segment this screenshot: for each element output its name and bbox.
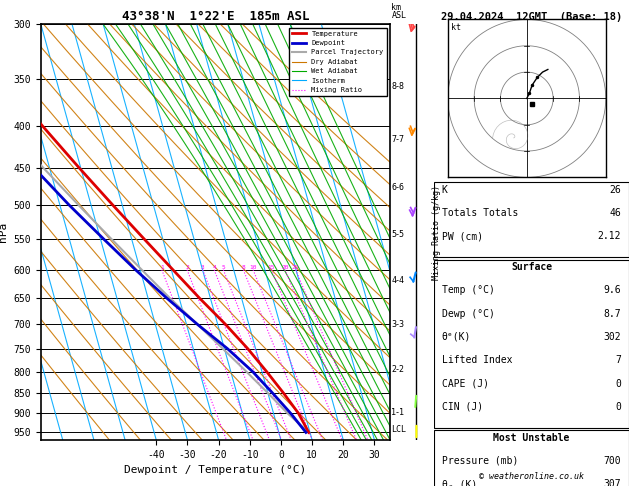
Text: 15: 15: [268, 265, 276, 270]
Text: θₑ (K): θₑ (K): [442, 479, 477, 486]
Text: 8: 8: [242, 265, 245, 270]
Text: 5: 5: [221, 265, 225, 270]
Text: 1: 1: [160, 265, 164, 270]
Text: 700: 700: [604, 456, 621, 466]
Text: 3: 3: [391, 320, 396, 329]
Text: Mixing Ratio (g/kg): Mixing Ratio (g/kg): [432, 185, 442, 279]
Text: 25: 25: [292, 265, 299, 270]
Text: 7: 7: [615, 355, 621, 365]
Text: Dewp (°C): Dewp (°C): [442, 309, 494, 319]
Text: 1: 1: [391, 408, 396, 417]
Text: -6: -6: [394, 183, 404, 192]
Text: CAPE (J): CAPE (J): [442, 379, 489, 389]
Text: 2.12: 2.12: [598, 231, 621, 242]
Text: 2: 2: [391, 365, 396, 374]
Text: 7: 7: [391, 135, 396, 144]
Text: PW (cm): PW (cm): [442, 231, 483, 242]
Text: -3: -3: [394, 320, 404, 329]
Text: km
ASL: km ASL: [391, 3, 406, 20]
Text: 307: 307: [604, 479, 621, 486]
Text: 302: 302: [604, 332, 621, 342]
Text: -5: -5: [394, 230, 404, 239]
Text: 10: 10: [249, 265, 257, 270]
Bar: [434, 260, 629, 428]
Text: 46: 46: [610, 208, 621, 218]
Text: K: K: [442, 185, 448, 195]
Text: -1: -1: [394, 408, 404, 417]
Text: -7: -7: [394, 135, 404, 144]
Text: -2: -2: [394, 365, 404, 374]
Text: Surface: Surface: [511, 262, 552, 272]
Text: Most Unstable: Most Unstable: [493, 433, 570, 443]
Text: 26: 26: [610, 185, 621, 195]
Text: Temp (°C): Temp (°C): [442, 285, 494, 295]
Text: 3: 3: [201, 265, 204, 270]
Text: CIN (J): CIN (J): [442, 402, 483, 412]
Text: 0: 0: [615, 402, 621, 412]
Text: 8: 8: [391, 83, 396, 91]
Text: Totals Totals: Totals Totals: [442, 208, 518, 218]
Text: Pressure (mb): Pressure (mb): [442, 456, 518, 466]
Text: 2: 2: [185, 265, 189, 270]
Text: 9.6: 9.6: [604, 285, 621, 295]
Y-axis label: hPa: hPa: [0, 222, 8, 242]
Bar: [434, 182, 629, 257]
Text: -8: -8: [394, 83, 404, 91]
Legend: Temperature, Dewpoint, Parcel Trajectory, Dry Adiabat, Wet Adiabat, Isotherm, Mi: Temperature, Dewpoint, Parcel Trajectory…: [289, 28, 386, 96]
Text: 4: 4: [213, 265, 216, 270]
Text: 29.04.2024  12GMT  (Base: 18): 29.04.2024 12GMT (Base: 18): [441, 12, 622, 22]
Text: 4: 4: [391, 276, 396, 285]
Text: -4: -4: [394, 276, 404, 285]
Text: 8.7: 8.7: [604, 309, 621, 319]
Text: 20: 20: [281, 265, 289, 270]
Text: 5: 5: [391, 230, 396, 239]
Text: θᵉ(K): θᵉ(K): [442, 332, 471, 342]
Text: kt: kt: [451, 22, 461, 32]
Text: 6: 6: [391, 183, 396, 192]
Text: LCL: LCL: [391, 425, 406, 434]
Title: 43°38'N  1°22'E  185m ASL: 43°38'N 1°22'E 185m ASL: [121, 10, 309, 23]
Text: 0: 0: [615, 379, 621, 389]
Text: Lifted Index: Lifted Index: [442, 355, 512, 365]
Bar: [434, 430, 629, 486]
Text: © weatheronline.co.uk: © weatheronline.co.uk: [479, 472, 584, 481]
X-axis label: Dewpoint / Temperature (°C): Dewpoint / Temperature (°C): [125, 465, 306, 475]
